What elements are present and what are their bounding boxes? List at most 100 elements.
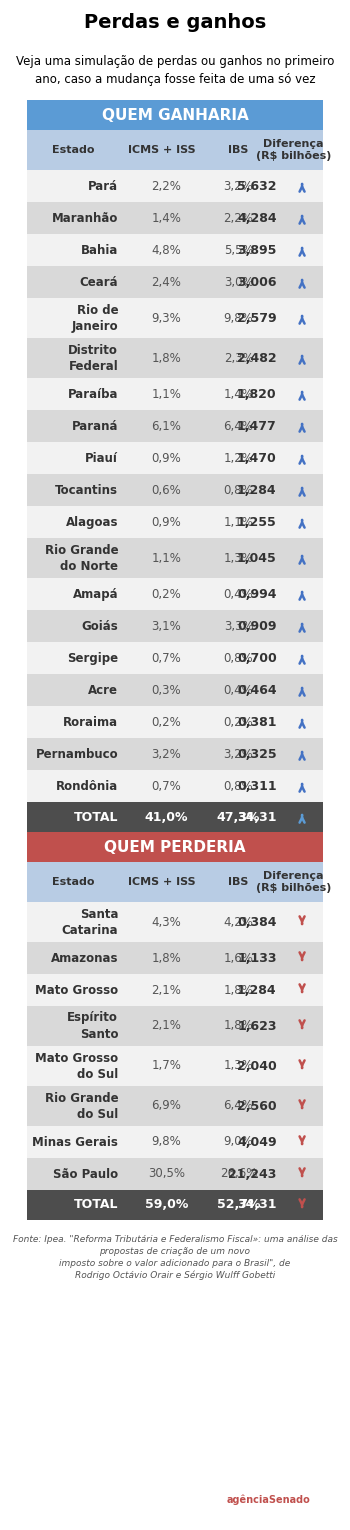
Text: 1,2%: 1,2% (224, 451, 253, 465)
Text: 2,2%: 2,2% (152, 179, 181, 193)
Text: 0,8%: 0,8% (224, 652, 253, 664)
Text: 0,2%: 0,2% (224, 716, 253, 728)
Text: 9,0%: 9,0% (224, 1135, 253, 1149)
Text: 0,994: 0,994 (237, 588, 276, 600)
Text: 34,31: 34,31 (237, 1198, 276, 1212)
Text: 1,4%: 1,4% (224, 387, 253, 401)
Text: São Paulo: São Paulo (53, 1167, 118, 1181)
Text: Diferença
(R$ bilhões): Diferença (R$ bilhões) (256, 139, 331, 161)
Text: 1,470: 1,470 (237, 451, 276, 465)
Text: Rio de
Janeiro: Rio de Janeiro (72, 303, 118, 332)
Text: 4,3%: 4,3% (152, 915, 181, 929)
FancyBboxPatch shape (27, 170, 323, 202)
Text: 4,2%: 4,2% (224, 915, 253, 929)
FancyBboxPatch shape (27, 1047, 323, 1086)
Text: 2,3%: 2,3% (224, 352, 253, 364)
FancyBboxPatch shape (27, 1007, 323, 1047)
Text: Ceará: Ceará (79, 275, 118, 289)
FancyBboxPatch shape (27, 130, 323, 170)
Text: 34,31: 34,31 (237, 811, 276, 823)
Text: 1,3%: 1,3% (224, 551, 253, 565)
Text: Perdas e ganhos: Perdas e ganhos (84, 12, 266, 32)
Text: Paraná: Paraná (72, 419, 118, 433)
Text: 2,1%: 2,1% (152, 984, 181, 996)
Text: IBS: IBS (228, 145, 249, 155)
Text: Goiás: Goiás (82, 620, 118, 632)
Text: Rondônia: Rondônia (56, 779, 118, 793)
Text: 0,2%: 0,2% (152, 588, 181, 600)
Text: 1,133: 1,133 (237, 952, 276, 964)
Text: 1,4%: 1,4% (152, 211, 181, 225)
Text: 1,284: 1,284 (237, 483, 276, 497)
Text: 0,381: 0,381 (237, 716, 276, 728)
Text: ICMS + ISS: ICMS + ISS (128, 877, 196, 887)
Text: 2,482: 2,482 (237, 352, 276, 364)
Text: 30,5%: 30,5% (148, 1167, 185, 1181)
Text: Estado: Estado (52, 145, 94, 155)
FancyBboxPatch shape (27, 202, 323, 234)
Text: 6,1%: 6,1% (152, 419, 181, 433)
FancyBboxPatch shape (27, 506, 323, 539)
Text: 3,2%: 3,2% (224, 179, 253, 193)
FancyBboxPatch shape (27, 442, 323, 474)
FancyBboxPatch shape (27, 338, 323, 378)
Text: Pará: Pará (88, 179, 118, 193)
FancyBboxPatch shape (27, 942, 323, 975)
Text: Minas Gerais: Minas Gerais (32, 1135, 118, 1149)
Text: ICMS + ISS: ICMS + ISS (128, 145, 196, 155)
Text: 1,284: 1,284 (237, 984, 276, 996)
Text: 4,8%: 4,8% (152, 243, 181, 257)
Text: 1,623: 1,623 (237, 1019, 276, 1033)
Text: 0,464: 0,464 (237, 684, 276, 696)
Text: 59,0%: 59,0% (145, 1198, 188, 1212)
FancyBboxPatch shape (27, 675, 323, 705)
Text: 0,8%: 0,8% (224, 779, 253, 793)
Text: 0,4%: 0,4% (224, 684, 253, 696)
Text: 1,8%: 1,8% (224, 1019, 253, 1033)
Text: Diferença
(R$ bilhões): Diferença (R$ bilhões) (256, 871, 331, 894)
Text: 3,2%: 3,2% (152, 748, 181, 760)
Text: 2,040: 2,040 (237, 1059, 276, 1073)
Text: 3,006: 3,006 (237, 275, 276, 289)
FancyBboxPatch shape (27, 474, 323, 506)
Text: TOTAL: TOTAL (74, 811, 118, 823)
FancyBboxPatch shape (27, 802, 323, 832)
FancyBboxPatch shape (27, 610, 323, 643)
Text: Piauí: Piauí (85, 451, 118, 465)
Text: Amapá: Amapá (72, 588, 118, 600)
Text: 1,8%: 1,8% (152, 352, 181, 364)
Text: TOTAL: TOTAL (74, 1198, 118, 1212)
Text: Espírito
Santo: Espírito Santo (67, 1011, 118, 1040)
FancyBboxPatch shape (27, 1126, 323, 1158)
Text: 4,284: 4,284 (237, 211, 276, 225)
Text: Amazonas: Amazonas (51, 952, 118, 964)
FancyBboxPatch shape (27, 737, 323, 770)
Text: Bahia: Bahia (81, 243, 118, 257)
Text: 0,6%: 0,6% (152, 483, 181, 497)
Text: 0,3%: 0,3% (152, 684, 181, 696)
Text: 0,384: 0,384 (237, 915, 276, 929)
FancyBboxPatch shape (27, 1086, 323, 1126)
FancyBboxPatch shape (27, 298, 323, 338)
Text: 2,4%: 2,4% (152, 275, 181, 289)
FancyBboxPatch shape (27, 539, 323, 578)
FancyBboxPatch shape (27, 903, 323, 942)
Text: Maranhão: Maranhão (52, 211, 118, 225)
Text: 3,3%: 3,3% (224, 620, 253, 632)
Text: 9,8%: 9,8% (152, 1135, 181, 1149)
Text: 3,2%: 3,2% (224, 748, 253, 760)
Text: 3,0%: 3,0% (224, 275, 253, 289)
Text: 1,1%: 1,1% (152, 551, 181, 565)
Text: Santa
Catarina: Santa Catarina (62, 907, 118, 936)
Text: 3,895: 3,895 (237, 243, 276, 257)
Text: Mato Grosso
do Sul: Mato Grosso do Sul (35, 1051, 118, 1080)
Text: IBS: IBS (228, 877, 249, 887)
Text: 3,1%: 3,1% (152, 620, 181, 632)
Text: 0,311: 0,311 (237, 779, 276, 793)
Text: 6,9%: 6,9% (152, 1100, 181, 1112)
Text: 0,700: 0,700 (237, 652, 276, 664)
FancyBboxPatch shape (27, 1158, 323, 1190)
Text: Rio Grande
do Norte: Rio Grande do Norte (44, 543, 118, 572)
Text: 1,820: 1,820 (237, 387, 276, 401)
Text: 1,1%: 1,1% (224, 516, 253, 528)
